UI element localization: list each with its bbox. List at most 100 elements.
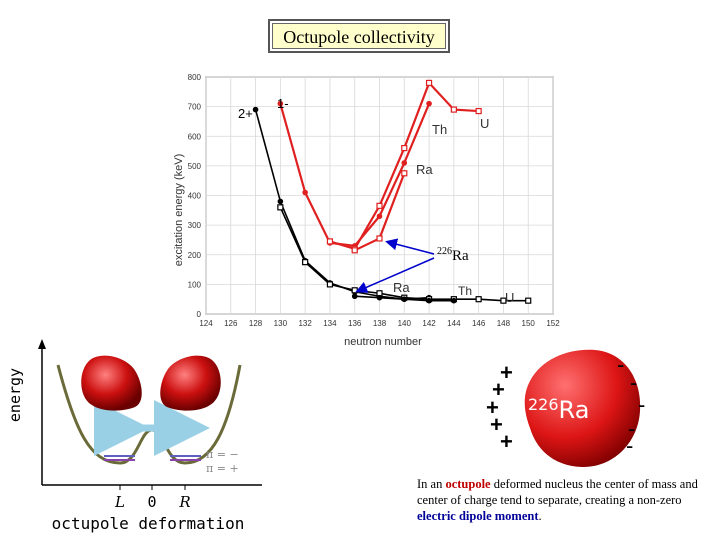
y-tick-label: 700	[188, 103, 202, 112]
data-point	[525, 297, 532, 304]
minus-sign: -	[626, 433, 633, 458]
data-point	[277, 100, 284, 107]
minus-sign: -	[630, 370, 637, 395]
data-point	[475, 107, 482, 115]
data-point	[451, 297, 457, 304]
y-tick-label: 200	[188, 251, 202, 260]
legend-pi-minus: π = −	[206, 448, 239, 461]
x-tick-label: 144	[447, 319, 461, 328]
y-tick-label: 800	[188, 73, 202, 82]
caption-part2: deformed nucleus the center of mass and …	[417, 477, 698, 507]
x-tick-label: 150	[522, 319, 536, 328]
x-tick-label: 134	[323, 319, 337, 328]
caption-edm: electric dipole moment	[417, 509, 539, 523]
caption-part1: In an	[417, 477, 446, 491]
data-point	[252, 106, 259, 113]
plus-charges: + + + + +	[486, 360, 513, 454]
tick-0: 0	[147, 493, 156, 511]
plus-sign: +	[492, 377, 505, 402]
label-2plus: 2+	[238, 106, 253, 121]
plus-sign: +	[486, 395, 499, 420]
data-point	[401, 144, 408, 152]
label-1minus: 1-	[277, 96, 289, 111]
x-tick-label: 138	[373, 319, 387, 328]
y-tick-label: 0	[197, 310, 202, 319]
data-point	[376, 294, 383, 301]
data-point	[401, 296, 408, 302]
x-tick-label: 140	[398, 319, 412, 328]
x-axis-label: neutron number	[344, 336, 422, 348]
well-y-label: energy	[6, 368, 24, 422]
data-point	[450, 106, 457, 113]
x-tick-label: 146	[472, 319, 486, 328]
tick-R: R	[178, 493, 190, 511]
x-tick-label: 152	[546, 319, 560, 328]
x-tick-label: 132	[298, 319, 312, 328]
page-title: Octupole collectivity	[268, 19, 450, 53]
x-tick-label: 148	[497, 319, 511, 328]
well-x-label: octupole deformation	[52, 514, 245, 533]
data-point	[351, 293, 358, 300]
data-point	[425, 79, 433, 87]
data-point	[475, 296, 482, 303]
nucleus-diagram: 226Ra + + + + + - - - - -	[486, 349, 645, 468]
legend-pi-plus: π = +	[206, 462, 239, 475]
isotope-symbol: Ra	[452, 248, 469, 264]
plus-sign: +	[500, 429, 513, 454]
pear-nucleus	[524, 349, 641, 468]
data-point	[326, 281, 334, 288]
data-point	[500, 297, 507, 304]
arrow-to-1minus	[385, 238, 435, 255]
y-tick-label: 600	[188, 132, 202, 141]
data-point	[351, 287, 358, 294]
data-point	[302, 189, 308, 196]
data-point	[426, 297, 432, 304]
label-th-red: Th	[432, 122, 447, 137]
caption-octupole: octupole	[445, 477, 491, 491]
excitation-energy-chart: 0 100 200 300 400 500 600 700 800 124 126 128 130 132…	[173, 73, 561, 348]
label-u-black: U	[505, 290, 514, 305]
label-ra-black: Ra	[393, 280, 410, 295]
minus-sign: -	[638, 392, 645, 417]
tick-L: L	[114, 493, 125, 511]
caption-part3: .	[538, 509, 542, 523]
data-point	[401, 160, 408, 166]
minus-sign: -	[617, 352, 624, 377]
x-tick-label: 124	[199, 319, 213, 328]
y-tick-label: 400	[188, 192, 202, 201]
data-point	[351, 247, 358, 254]
plus-sign: +	[490, 412, 503, 437]
nucleus-mass: 226	[528, 395, 559, 414]
series-2	[351, 170, 408, 254]
data-point	[426, 100, 432, 107]
label-th-black: Th	[458, 284, 472, 298]
octupole-potential-chart: energy π = − π = + L 0 R octupole deform…	[6, 339, 262, 533]
x-tick-label: 126	[224, 319, 238, 328]
caption: In an octupole deformed nucleus the cent…	[417, 476, 717, 524]
x-tick-label: 136	[348, 319, 362, 328]
plus-sign: +	[500, 360, 513, 385]
chart-labels: excitation energy (keV) neutron number 2…	[173, 96, 514, 348]
data-point	[376, 235, 383, 242]
data-point	[376, 213, 383, 220]
well-y-arrow	[38, 339, 46, 349]
label-u-red: U	[480, 116, 489, 131]
series-5	[351, 293, 457, 304]
x-tick-label: 128	[249, 319, 263, 328]
data-point	[401, 170, 408, 177]
data-point	[326, 238, 334, 245]
isotope-mass: 226	[437, 246, 452, 257]
y-axis-label: excitation energy (keV)	[173, 154, 185, 267]
nucleus-label: 226Ra	[528, 395, 589, 424]
x-tick-label: 142	[422, 319, 436, 328]
y-tick-label: 100	[188, 280, 202, 289]
chart-series	[252, 79, 532, 304]
data-point	[302, 259, 309, 266]
pear-shape-left	[81, 355, 142, 411]
label-ra-red: Ra	[416, 162, 433, 177]
data-point	[376, 202, 383, 209]
pear-shape-right	[160, 355, 221, 411]
y-tick-label: 300	[188, 221, 202, 230]
minus-sign: -	[628, 416, 635, 441]
chart-axes: 0 100 200 300 400 500 600 700 800 124 126 128 130 132…	[188, 73, 561, 328]
